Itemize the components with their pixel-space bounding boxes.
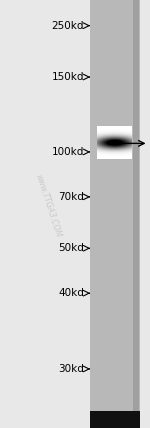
Text: 30kd: 30kd xyxy=(58,364,84,374)
Text: 50kd: 50kd xyxy=(58,243,84,253)
Text: 100kd: 100kd xyxy=(52,147,84,157)
Text: 70kd: 70kd xyxy=(58,192,84,202)
Text: 250kd: 250kd xyxy=(51,21,84,31)
Bar xyxy=(134,0,140,428)
Text: 150kd: 150kd xyxy=(51,72,84,82)
Text: www.TTGA3.COM: www.TTGA3.COM xyxy=(33,172,63,238)
Bar xyxy=(90,411,140,428)
Bar xyxy=(90,0,140,428)
Text: 40kd: 40kd xyxy=(58,288,84,298)
